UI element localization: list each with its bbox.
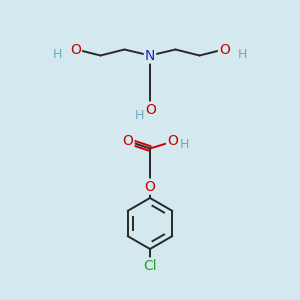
Text: O: O — [70, 43, 81, 56]
Text: O: O — [219, 43, 230, 56]
Text: N: N — [145, 49, 155, 62]
Text: O: O — [146, 103, 156, 116]
Text: H: H — [53, 47, 62, 61]
Text: H: H — [180, 138, 189, 151]
Text: O: O — [167, 134, 178, 148]
Text: Cl: Cl — [143, 259, 157, 272]
Text: H: H — [238, 47, 247, 61]
Text: O: O — [145, 180, 155, 194]
Text: O: O — [123, 134, 134, 148]
Text: H: H — [135, 109, 144, 122]
